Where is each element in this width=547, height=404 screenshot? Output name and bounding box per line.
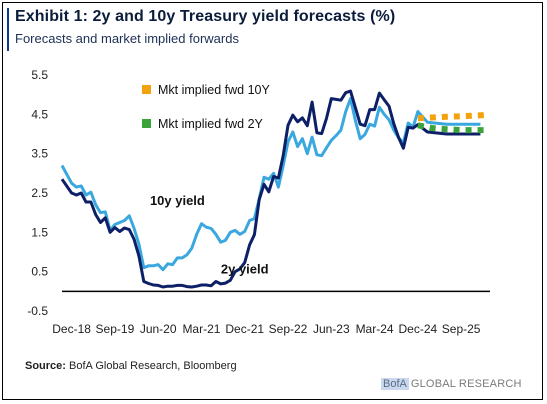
exhibit-frame [2,2,543,400]
title-accent-bar [7,8,9,51]
y-tick-label: 0.5 [31,265,48,279]
x-tick-label: Dec-18 [52,322,91,336]
series-layer [60,89,486,289]
series-10y-yield [60,97,481,272]
series-2y-yield [60,89,481,289]
chart-subtitle: Forecasts and market implied forwards [15,31,239,46]
x-axis-ticks: Dec-18 Sep-19 Jun-20 Mar-21 Dec-21 Sep-22 Jun-… [52,322,481,336]
x-tick-label: Dec-21 [225,322,264,336]
chart-annotations: 10y yield 2y yield [150,193,269,277]
x-tick-label: Sep-19 [96,322,135,336]
source-label: Source: [25,360,66,372]
source-note: Source: BofA Global Research, Bloomberg [25,360,237,372]
y-tick-label: -0.5 [27,304,48,318]
y-tick-label: 5.5 [31,68,48,82]
y-tick-label: 3.5 [31,147,48,161]
brand-text: GLOBAL RESEARCH [410,378,522,390]
source-text: BofA Global Research, Bloomberg [69,360,237,372]
chart-legend: Mkt implied fwd 10Y Mkt implied fwd 2Y [142,83,271,131]
x-tick-label: Mar-21 [182,322,220,336]
y-tick-label: 1.5 [31,225,48,239]
legend-fwd-2y-label: Mkt implied fwd 2Y [158,117,264,131]
y-axis-ticks: 5.5 4.5 3.5 2.5 1.5 0.5 -0.5 [27,68,48,318]
annotation-2y-yield: 2y yield [221,262,269,277]
brand-logo: BofA GLOBAL RESEARCH [381,378,522,390]
x-tick-label: Jun-20 [140,322,177,336]
x-tick-label: Jun-23 [313,322,350,336]
legend-fwd-10y-swatch [142,85,151,94]
legend-fwd-2y-swatch [142,119,151,128]
brand-mark: BofA [381,378,409,390]
y-tick-label: 2.5 [31,186,48,200]
legend-fwd-10y-label: Mkt implied fwd 10Y [158,83,271,97]
x-tick-label: Dec-24 [399,322,438,336]
series-fwd-10y [417,112,486,122]
series-fwd-2y [417,122,486,134]
y-tick-label: 4.5 [31,107,48,121]
x-tick-label: Mar-24 [356,322,394,336]
x-tick-label: Sep-25 [442,322,481,336]
annotation-10y-yield: 10y yield [150,193,205,208]
x-tick-label: Sep-22 [269,322,308,336]
chart-title: Exhibit 1: 2y and 10y Treasury yield for… [15,8,396,25]
